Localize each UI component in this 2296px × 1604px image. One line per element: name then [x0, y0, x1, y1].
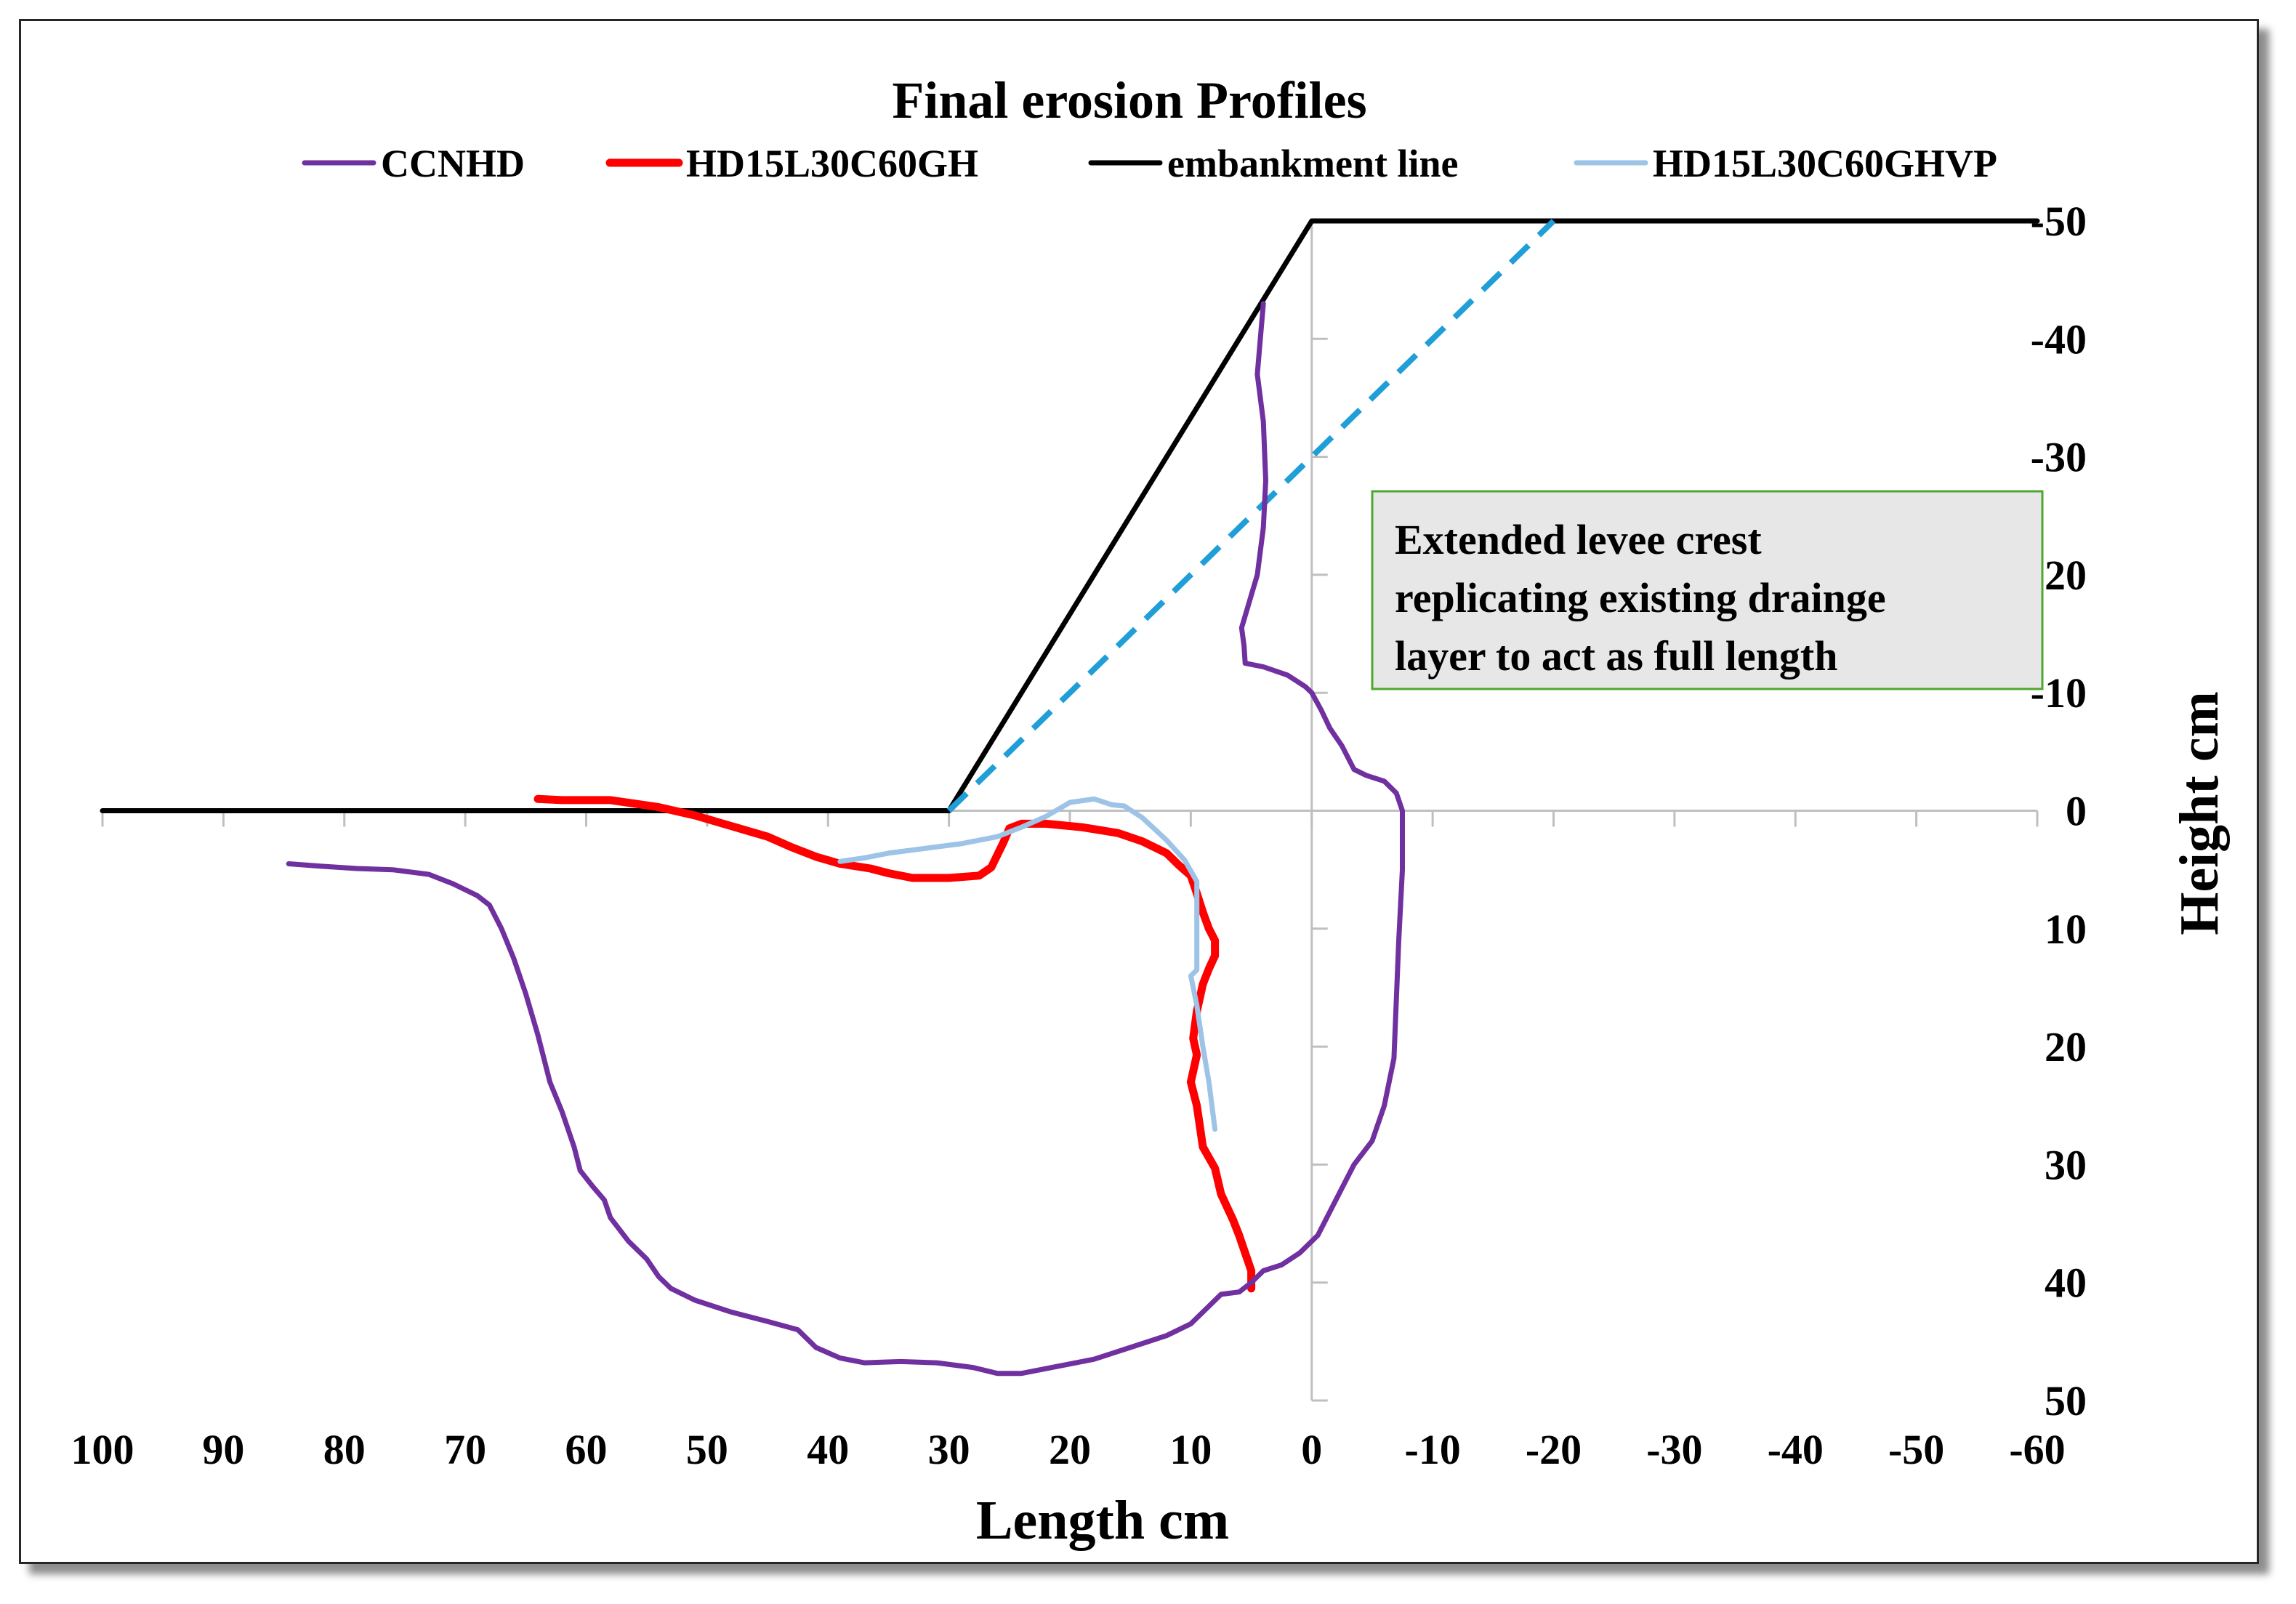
legend: CCNHD HD15L30C60GH embankment line HD15L30C…	[302, 142, 1997, 185]
x-tick-label: -10	[1404, 1426, 1460, 1473]
annotation-box-background	[1371, 490, 2044, 690]
chart-plot: Final erosion Profiles CCNHD HD15L30C60GH…	[71, 71, 2231, 1551]
x-tick-label: 80	[323, 1426, 366, 1473]
annotation-box: Extended levee crest replicating existin…	[1371, 490, 2044, 690]
y-tick-label: 10	[2045, 906, 2087, 953]
y-tick-label: 20	[2045, 1023, 2087, 1071]
annotation-line-3: layer to act as full length	[1395, 632, 1837, 680]
axes: 100 90 80 70 60 50 40 30 20 10 0 -10 -20 -30 -40 -50 -60…	[71, 198, 2087, 1473]
series-line-dashed-reference	[946, 219, 1556, 813]
x-tick-label: 90	[202, 1426, 244, 1473]
chart-title: Final erosion Profiles	[892, 71, 1366, 129]
x-tick-label: -20	[1526, 1426, 1582, 1473]
series-line-embankment-line	[100, 218, 2040, 813]
series-layer	[100, 218, 2040, 1377]
x-tick-label: -40	[1768, 1426, 1824, 1473]
x-tick-label: 70	[444, 1426, 486, 1473]
x-axis-label: Length cm	[976, 1490, 1229, 1551]
y-tick-label: -50	[2031, 198, 2087, 245]
x-tick-label: 40	[807, 1426, 849, 1473]
legend-label: embankment line	[1167, 142, 1459, 185]
annotation-line-1: Extended levee crest	[1395, 516, 1762, 563]
legend-label: HD15L30C60GHVP	[1653, 142, 1997, 185]
series-line-ccnhd	[286, 301, 1405, 1377]
annotation-line-2: replicating existing drainge	[1395, 574, 1886, 621]
legend-label: HD15L30C60GH	[686, 142, 978, 185]
x-tick-label: -60	[2009, 1426, 2065, 1473]
series-line-hd15l30c60ghvp	[837, 796, 1218, 1132]
y-tick-label: -30	[2031, 434, 2087, 481]
x-tick-label: 60	[565, 1426, 608, 1473]
y-tick-label: 40	[2045, 1260, 2087, 1307]
x-tick-label: -50	[1888, 1426, 1944, 1473]
chart-frame: Final erosion Profiles CCNHD HD15L30C60GH…	[19, 19, 2259, 1564]
y-tick-label: 50	[2045, 1377, 2087, 1424]
x-tick-label: 30	[928, 1426, 970, 1473]
x-tick-label: 10	[1169, 1426, 1212, 1473]
x-tick-label: 100	[71, 1426, 134, 1473]
y-tick-label: -40	[2031, 315, 2087, 363]
y-tick-label: 30	[2045, 1141, 2087, 1188]
y-axis-label: Height cm	[2169, 691, 2230, 935]
y-tick-label: 0	[2066, 788, 2087, 835]
x-tick-label: 50	[686, 1426, 728, 1473]
x-tick-label: -30	[1646, 1426, 1702, 1473]
series-line-hd15l30c60gh	[533, 794, 1256, 1293]
x-tick-label: 0	[1301, 1426, 1322, 1473]
legend-label: CCNHD	[381, 142, 525, 185]
x-tick-label: 20	[1049, 1426, 1091, 1473]
